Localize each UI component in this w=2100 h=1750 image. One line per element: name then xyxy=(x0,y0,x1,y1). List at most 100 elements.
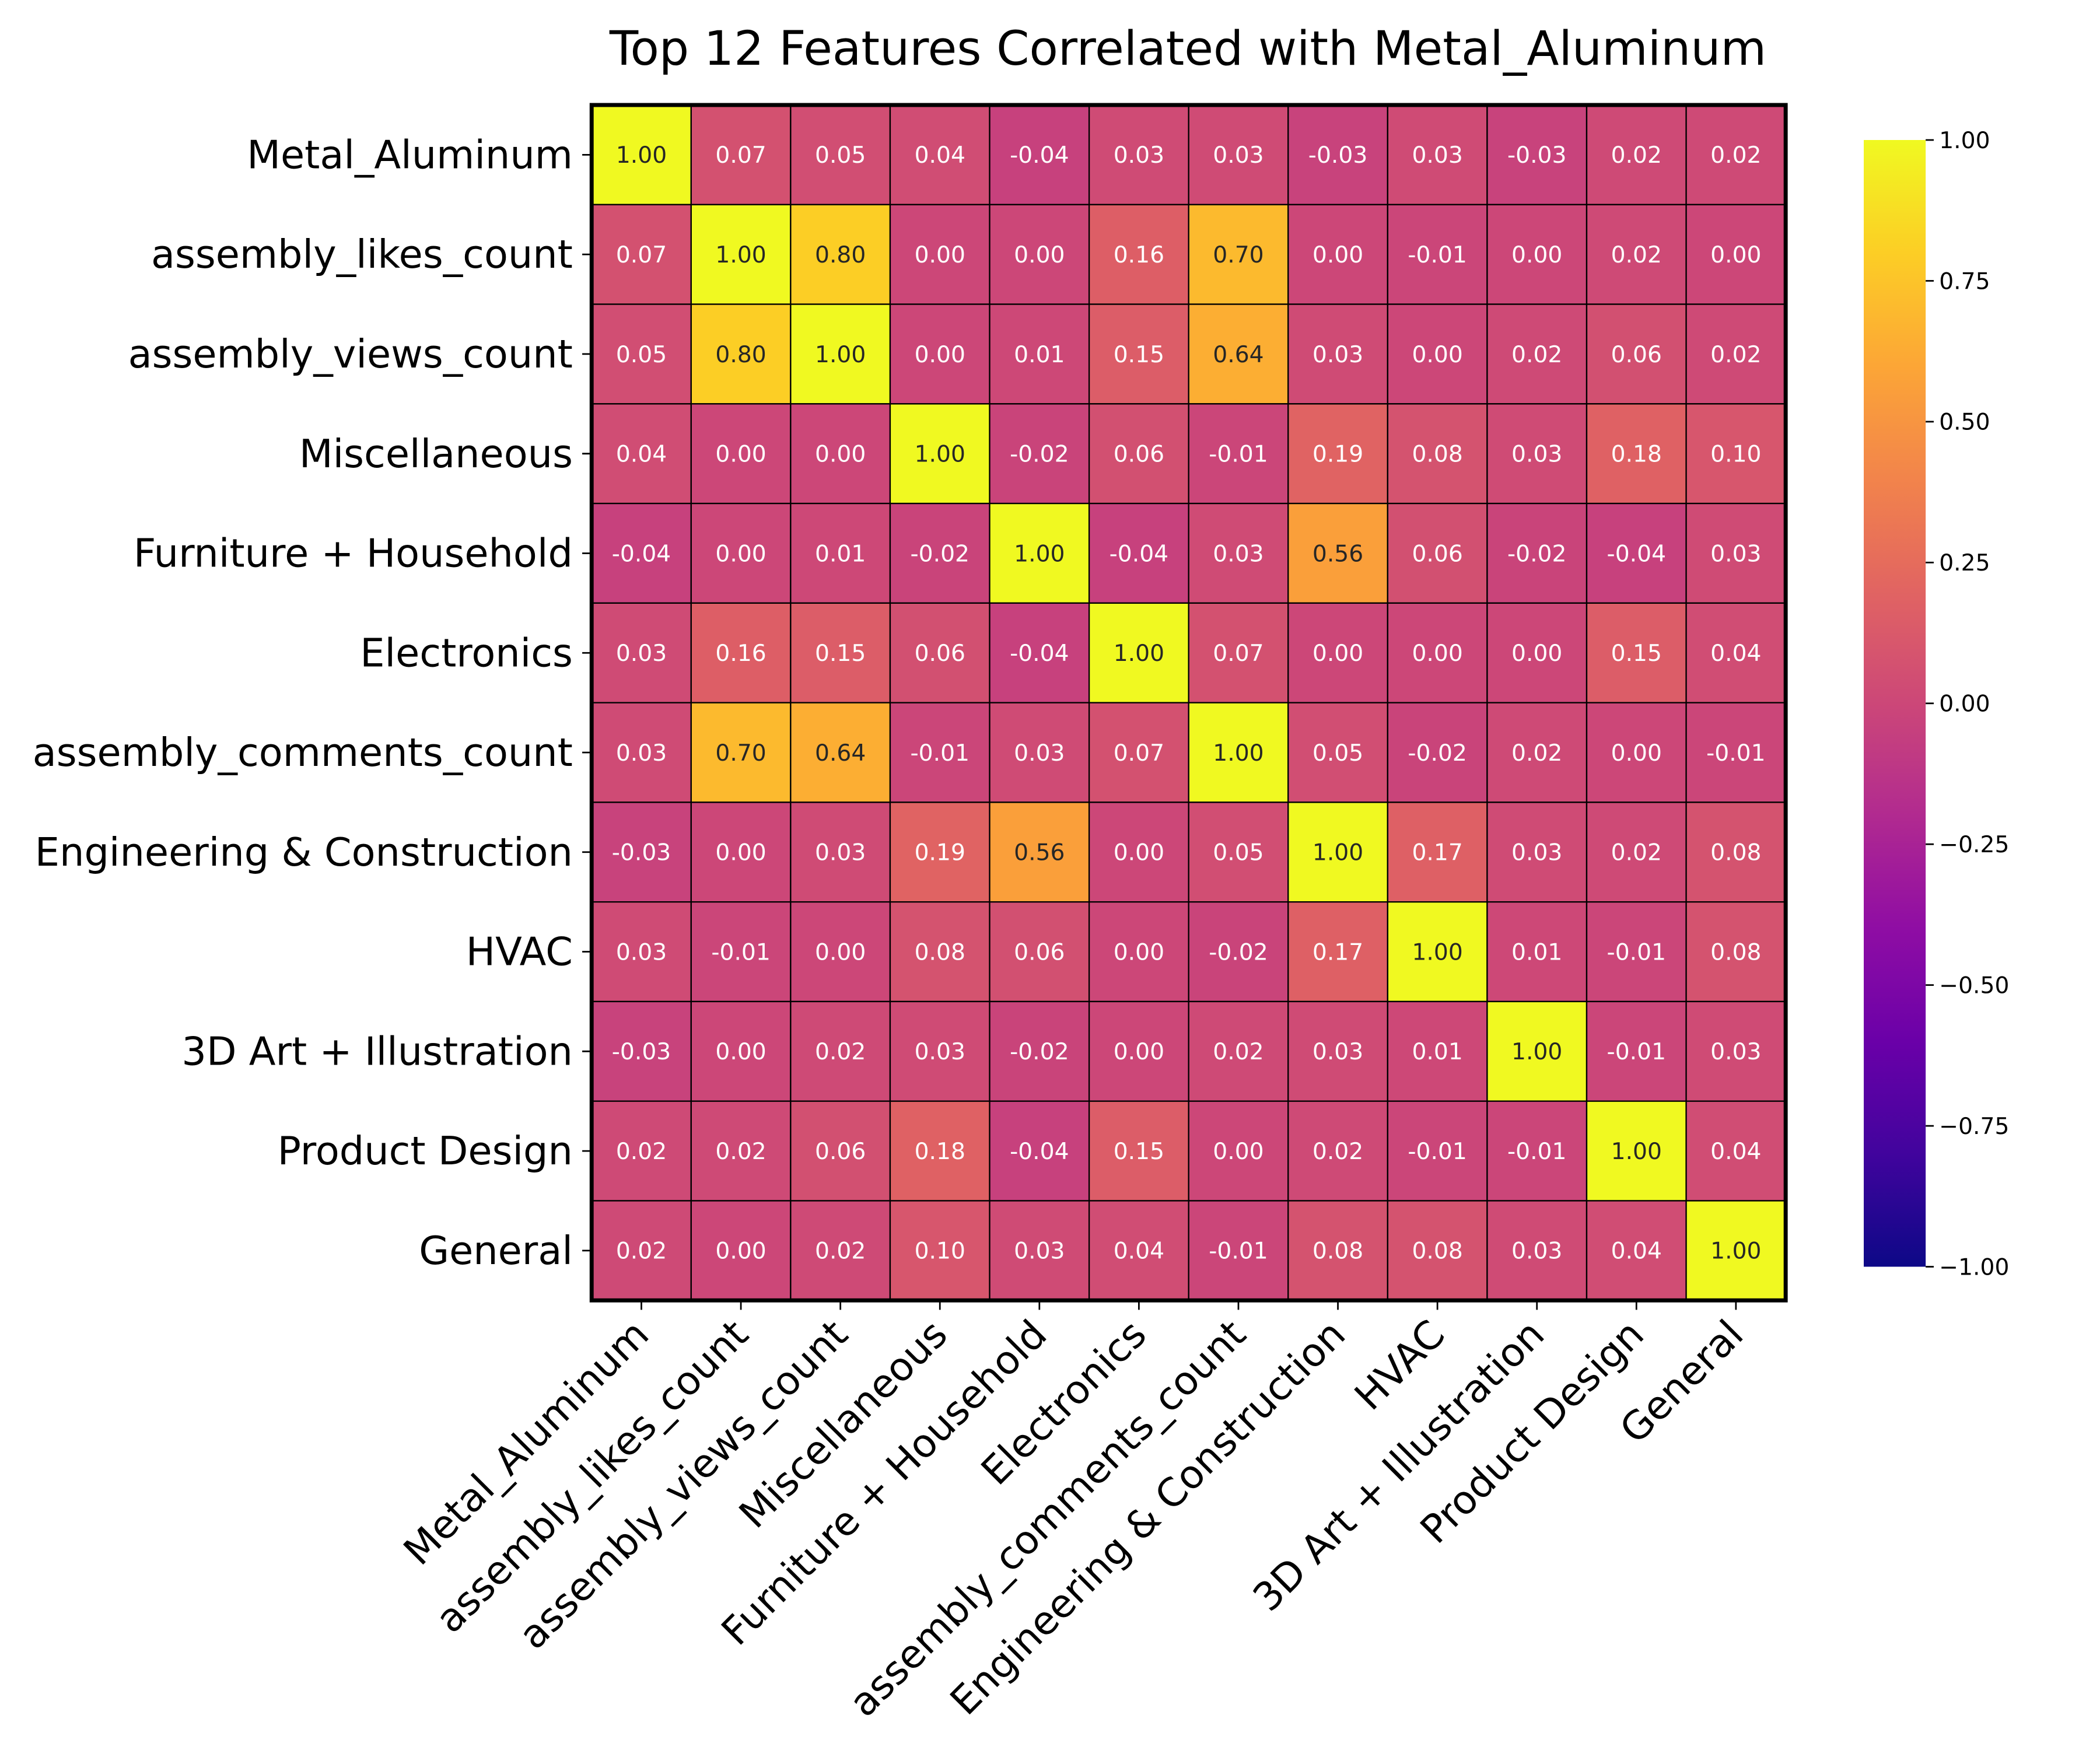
heatmap-cell xyxy=(1387,702,1488,803)
heatmap-cell-value: -0.04 xyxy=(1010,640,1069,667)
heatmap-cell xyxy=(989,901,1090,1003)
heatmap-cell-value: 0.00 xyxy=(1312,640,1363,667)
heatmap-cell-value: 0.00 xyxy=(1213,1139,1264,1165)
heatmap-cell xyxy=(790,204,891,305)
heatmap-cell xyxy=(1486,502,1588,604)
heatmap-cell xyxy=(1188,204,1289,305)
heatmap-cell xyxy=(790,901,891,1003)
heatmap-cell xyxy=(790,502,891,604)
heatmap-cell-value: 0.64 xyxy=(815,740,866,766)
heatmap-cell xyxy=(989,1000,1090,1102)
heatmap-cell-value: 0.03 xyxy=(616,740,667,766)
heatmap-cell-value: 1.00 xyxy=(1611,1139,1662,1165)
heatmap-cell xyxy=(1586,403,1687,505)
chart-title: Top 12 Features Correlated with Metal_Al… xyxy=(609,22,1766,76)
heatmap-cell-value: 0.15 xyxy=(1114,342,1164,368)
heatmap-cell-value: -0.04 xyxy=(612,541,671,567)
heatmap-cell-value: 0.06 xyxy=(915,640,965,667)
heatmap-cell-value: 0.00 xyxy=(1511,242,1562,268)
heatmap-cell-value: 0.80 xyxy=(715,342,766,368)
heatmap-cell-value: 0.07 xyxy=(715,142,766,169)
heatmap-cell xyxy=(1486,1200,1588,1301)
heatmap-cell-value: 0.03 xyxy=(1014,1238,1065,1265)
heatmap-cell xyxy=(989,602,1090,704)
heatmap-cell xyxy=(889,502,991,604)
heatmap-cell-value: 0.03 xyxy=(1312,342,1363,368)
heatmap-cell-value: 0.18 xyxy=(1611,442,1662,468)
heatmap-cell-value: 0.00 xyxy=(1611,740,1662,766)
heatmap-cell xyxy=(1486,403,1588,505)
y-axis-tick-labels: Metal_Aluminum assembly_likes_countassemb… xyxy=(33,132,592,1273)
heatmap-cell-value: 0.00 xyxy=(715,840,766,866)
heatmap-cell-value: 0.02 xyxy=(1611,142,1662,169)
heatmap-cell-value: 0.02 xyxy=(1511,740,1562,766)
heatmap-cell-value: 0.80 xyxy=(815,242,866,268)
heatmap-cell-value: 0.02 xyxy=(1611,242,1662,268)
heatmap-cell-value: -0.04 xyxy=(1010,142,1069,169)
heatmap-cell xyxy=(1188,702,1289,803)
heatmap-cell xyxy=(1088,702,1189,803)
heatmap-cell-value: 0.56 xyxy=(1014,840,1065,866)
heatmap-cell xyxy=(989,303,1090,405)
heatmap-cell-value: -0.01 xyxy=(1408,1139,1466,1165)
heatmap-cell xyxy=(1188,802,1289,903)
heatmap-cell xyxy=(690,1100,792,1202)
heatmap-cell-value: 0.10 xyxy=(1710,442,1761,468)
heatmap-cell-value: 0.05 xyxy=(1213,840,1264,866)
heatmap-cell xyxy=(889,1100,991,1202)
heatmap-cell xyxy=(790,602,891,704)
y-axis-tick-label: Product Design xyxy=(278,1128,573,1174)
heatmap-cell-value: -0.03 xyxy=(612,840,671,866)
heatmap-cell xyxy=(1685,1000,1787,1102)
heatmap-cell-value: -0.02 xyxy=(1507,541,1566,567)
heatmap-cell xyxy=(1685,1100,1787,1202)
heatmap-cell xyxy=(790,1000,891,1102)
colorbar-tick-label: 0.00 xyxy=(1939,691,1990,718)
heatmap-cell xyxy=(1188,104,1289,205)
heatmap-cell xyxy=(790,1100,891,1202)
heatmap-cell-value: 0.02 xyxy=(715,1139,766,1165)
heatmap-cell xyxy=(591,1100,692,1202)
colorbar: 1.00 0.75 0.50 0.25 0.00 −0.25 −0.50 −0.75 −1.00 xyxy=(1864,128,2009,1280)
heatmap-cell xyxy=(1685,204,1787,305)
heatmap-cell xyxy=(1685,502,1787,604)
colorbar-tick-label: 0.25 xyxy=(1939,550,1990,576)
colorbar-tick-label: −1.00 xyxy=(1939,1254,2009,1280)
heatmap-cell-value: 1.00 xyxy=(915,442,965,468)
heatmap-cell-value: 0.03 xyxy=(815,840,866,866)
heatmap-cell-value: 1.00 xyxy=(1114,640,1164,667)
heatmap-cell-value: 0.04 xyxy=(616,442,667,468)
heatmap-cell xyxy=(1486,702,1588,803)
heatmap-cell-value: 0.16 xyxy=(715,640,766,667)
heatmap-cell-value: 0.02 xyxy=(616,1238,667,1265)
heatmap-cell-value: 0.00 xyxy=(1114,1039,1164,1065)
heatmap-cell-value: 0.02 xyxy=(1312,1139,1363,1165)
heatmap-cell-value: 0.05 xyxy=(616,342,667,368)
heatmap-cell-value: 0.02 xyxy=(1611,840,1662,866)
heatmap-cell-value: -0.02 xyxy=(1408,740,1466,766)
heatmap-cell xyxy=(790,104,891,205)
heatmap-cell-value: -0.03 xyxy=(1507,142,1566,169)
y-axis-tick-label: General xyxy=(419,1228,573,1273)
heatmap-cell-value: 0.19 xyxy=(1312,442,1363,468)
colorbar-tick-label: −0.75 xyxy=(1939,1114,2009,1140)
heatmap-cell xyxy=(1188,901,1289,1003)
heatmap-cell xyxy=(1188,602,1289,704)
heatmap-cell-value: 0.04 xyxy=(1710,1139,1761,1165)
y-axis-tick-label: Electronics xyxy=(360,630,573,676)
heatmap-cell-value: 0.04 xyxy=(1710,640,1761,667)
y-axis-tick-label: Miscellaneous xyxy=(299,431,573,477)
heatmap-cell-value: 0.15 xyxy=(815,640,866,667)
heatmap-cell-value: 0.15 xyxy=(1114,1139,1164,1165)
y-axis-tick-label: 3D Art + Illustration xyxy=(181,1028,573,1074)
heatmap-cell-value: 0.16 xyxy=(1114,242,1164,268)
heatmap-cell xyxy=(690,502,792,604)
heatmap-cell xyxy=(989,702,1090,803)
heatmap-cell-value: 0.01 xyxy=(1511,939,1562,965)
heatmap-cell-value: 1.00 xyxy=(1213,740,1264,766)
heatmap-cell-value: 0.03 xyxy=(1114,142,1164,169)
heatmap-cell xyxy=(989,403,1090,505)
colorbar-tick-label: 1.00 xyxy=(1939,128,1990,154)
heatmap-cell-value: 1.00 xyxy=(1511,1039,1562,1065)
